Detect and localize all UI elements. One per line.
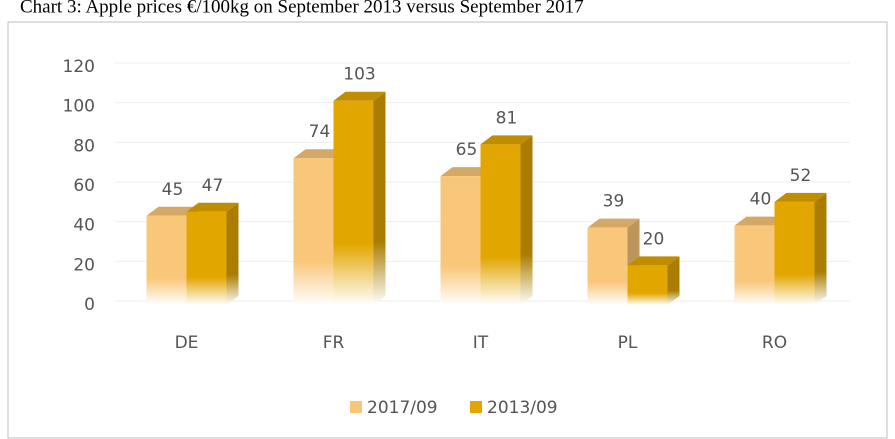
bar-side: [520, 135, 533, 305]
bar-top: [587, 218, 640, 228]
bar-front: [146, 215, 187, 305]
data-label: 65: [456, 140, 478, 160]
data-label: 45: [162, 180, 184, 200]
legend-label: 2013/09: [487, 398, 558, 418]
bar-front: [480, 144, 521, 305]
bar-top: [440, 167, 493, 177]
data-label: 74: [309, 122, 331, 142]
y-tick-label: 100: [63, 97, 95, 117]
bar-top: [293, 149, 346, 159]
y-tick-label: 60: [73, 176, 95, 196]
bar-front: [186, 211, 227, 305]
bar-front: [333, 100, 374, 305]
legend-swatch: [350, 401, 362, 413]
bar-front: [774, 201, 815, 305]
y-tick-label: 20: [73, 255, 95, 275]
bar-side: [373, 91, 386, 305]
x-tick-label: RO: [762, 333, 787, 353]
chart-title: Chart 3: Apple prices €/100kg on Septemb…: [20, 0, 584, 17]
x-tick-label: FR: [323, 333, 345, 353]
y-tick-label: 80: [73, 136, 95, 156]
bar-front: [440, 176, 481, 305]
bar-side: [226, 202, 239, 305]
bar-top: [627, 256, 680, 266]
bar-front: [734, 225, 775, 305]
bar: [480, 135, 533, 305]
bar-top: [186, 202, 239, 212]
data-label: 20: [643, 229, 665, 249]
bar: [333, 91, 386, 305]
bar: [774, 192, 827, 305]
bar-side: [814, 192, 827, 305]
y-tick-label: 120: [63, 57, 95, 77]
data-label: 40: [750, 190, 772, 210]
bar-front: [627, 265, 668, 305]
x-tick-label: DE: [175, 333, 199, 353]
bar-top: [480, 135, 533, 145]
bar: [627, 256, 680, 305]
data-label: 39: [603, 192, 625, 212]
legend-label: 2017/09: [367, 398, 438, 418]
bar-top: [734, 216, 787, 226]
x-tick-label: IT: [473, 333, 489, 353]
x-tick-label: PL: [618, 333, 638, 353]
bar-top: [774, 192, 827, 202]
y-tick-label: 40: [73, 216, 95, 236]
data-label: 103: [343, 65, 375, 85]
bar-top: [146, 206, 199, 216]
bar-front: [293, 158, 334, 305]
legend-swatch: [470, 401, 482, 413]
data-label: 52: [790, 166, 812, 186]
bar-top: [333, 91, 386, 101]
bar-front: [587, 227, 628, 305]
data-label: 81: [496, 108, 518, 128]
bar-side: [667, 256, 680, 305]
y-tick-label: 0: [84, 295, 95, 315]
chart-frame: [7, 21, 888, 439]
data-label: 47: [202, 176, 224, 196]
bar: [186, 202, 239, 305]
